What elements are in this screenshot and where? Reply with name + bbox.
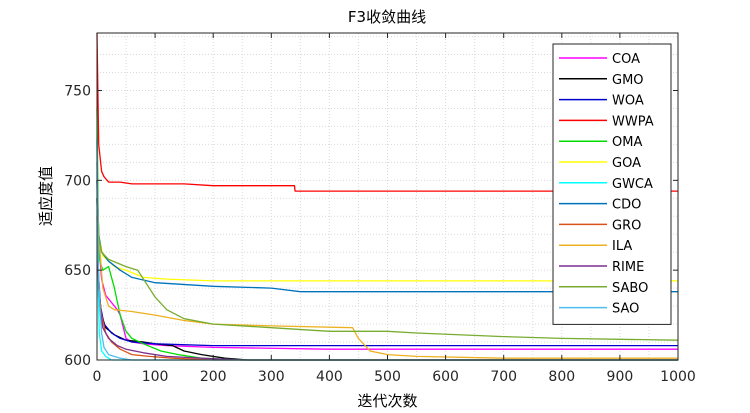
y-tick-label: 700 [64, 173, 91, 189]
legend-label-woa: WOA [612, 94, 644, 109]
x-tick-label: 600 [432, 369, 459, 385]
series-line-sabo [96, 180, 679, 341]
series-line-sao [96, 138, 678, 361]
x-tick-label: 200 [200, 369, 227, 385]
legend: COA GMO WOA WWPA OMA GOA GWCA CDO GRO ILA RIME SABO… [552, 43, 672, 325]
x-tick-label: 300 [258, 369, 285, 385]
y-tick-label: 600 [64, 353, 91, 369]
legend-box [552, 43, 672, 325]
x-tick-label: 400 [316, 369, 343, 385]
legend-label-sabo: SABO [612, 281, 648, 296]
series-line-gro [96, 216, 678, 361]
x-tick-label: 900 [607, 369, 634, 385]
legend-label-rime: RIME [612, 260, 644, 275]
y-axis-label: 适应度值 [37, 166, 55, 226]
legend-label-sao: SAO [612, 302, 639, 317]
x-tick-label: 0 [93, 369, 102, 385]
x-tick-label: 1000 [660, 369, 696, 385]
y-tick-label: 750 [64, 83, 91, 99]
legend-label-gro: GRO [612, 218, 641, 233]
x-tick-label: 700 [490, 369, 517, 385]
legend-label-gwca: GWCA [612, 177, 653, 192]
x-tick-label: 100 [142, 369, 169, 385]
legend-label-cdo: CDO [612, 198, 641, 213]
axis-ticks: 0 100 200 300 400 500 600 700 800 900 1000 600 650 70… [64, 33, 696, 385]
legend-label-gmo: GMO [612, 73, 644, 88]
x-tick-label: 500 [374, 369, 401, 385]
legend-label-ila: ILA [612, 239, 632, 254]
x-axis-label: 迭代次数 [357, 392, 417, 410]
legend-label-wwpa: WWPA [612, 114, 654, 129]
chart-title: F3收敛曲线 [348, 8, 426, 26]
legend-label-oma: OMA [612, 135, 642, 150]
series-lines [96, 32, 679, 361]
x-tick-label: 800 [548, 369, 575, 385]
y-tick-label: 650 [64, 263, 91, 279]
legend-label-goa: GOA [612, 156, 641, 171]
legend-label-coa: COA [612, 52, 640, 67]
series-line-wwpa [96, 32, 678, 192]
